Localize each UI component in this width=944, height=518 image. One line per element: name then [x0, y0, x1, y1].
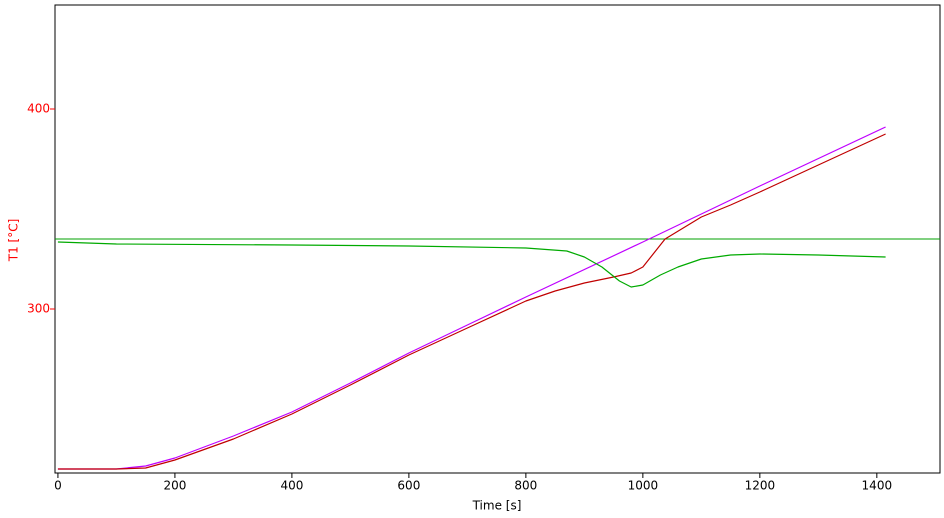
x-tick-label: 1200 [745, 479, 776, 493]
series-line [57, 126, 886, 470]
series-line [57, 133, 886, 470]
y-axis-label: T1 [°C] [7, 219, 21, 263]
x-tick-label: 400 [280, 479, 303, 493]
y-tick-label: 400 [27, 102, 50, 116]
x-tick-label: 800 [514, 479, 537, 493]
x-tick-label: 1400 [862, 479, 893, 493]
x-tick-label: 600 [397, 479, 420, 493]
x-tick-label: 200 [163, 479, 186, 493]
series-line [57, 241, 886, 288]
x-axis-label: Time [s] [472, 499, 522, 513]
plot-area [55, 126, 940, 470]
y-tick-label: 300 [27, 302, 50, 316]
x-tick-label: 1000 [628, 479, 659, 493]
x-tick-label: 0 [54, 479, 62, 493]
